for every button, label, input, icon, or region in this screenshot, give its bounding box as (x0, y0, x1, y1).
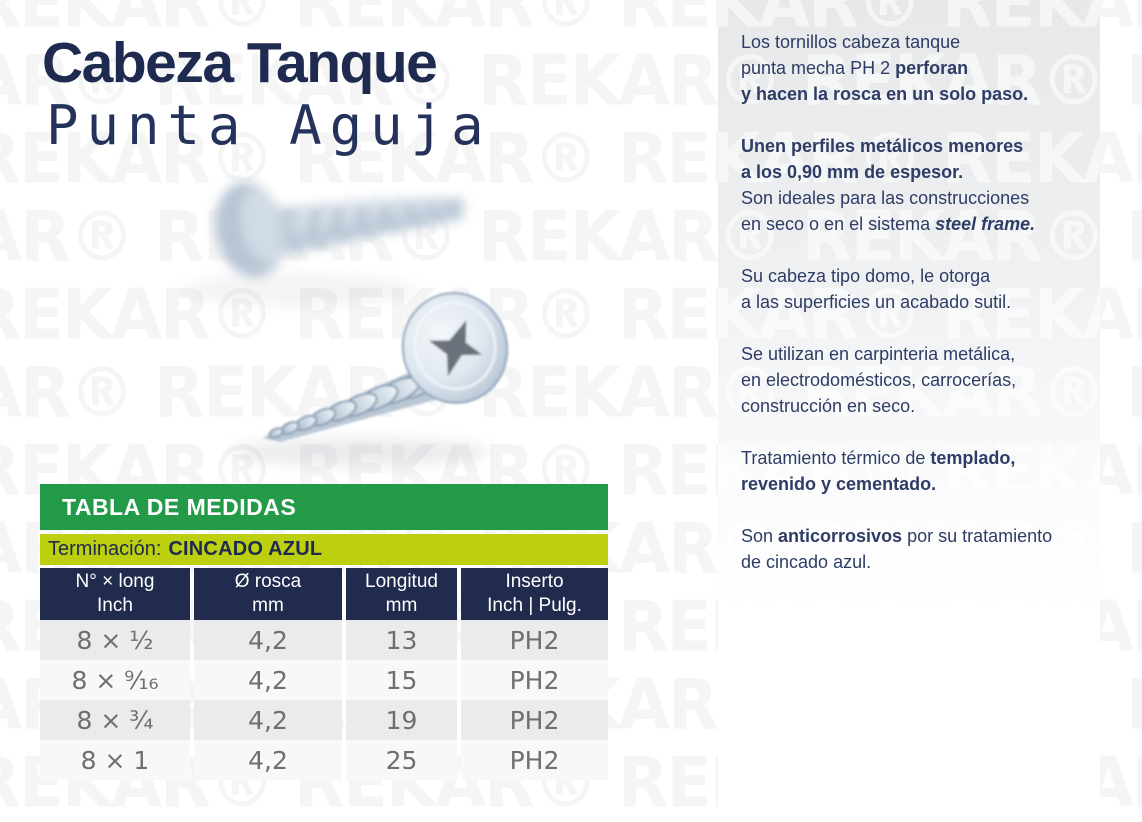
info-text-segment: perforan y hacen la rosca en un solo pas… (741, 58, 1029, 104)
table-header-row: N° × long Inch Ø rosca mm Longitud mm Inserto I… (40, 568, 608, 620)
info-paragraphs: Los tornillos cabeza tanque punta mecha … (718, 0, 1100, 575)
info-text-segment: por su tratamiento de cincado azul. (741, 526, 1053, 572)
info-text-segment: Son (741, 526, 779, 546)
info-text-segment: Se utilizan en carpinteria metálica, en … (741, 344, 1017, 416)
column-header: Ø rosca mm (194, 568, 342, 620)
screw-blurred (215, 182, 465, 278)
phillips-cross-icon (428, 320, 483, 377)
info-text-segment: Unen perfiles metálicos menores a los 0,… (741, 136, 1024, 182)
table-title: TABLA DE MEDIDAS (62, 493, 297, 520)
watermark-text: REKAR® REKAR® REKAR® REKAR® REKAR® REKAR… (718, 741, 1100, 822)
table-row: 8 × ⁹⁄₁₆ 4,2 15 PH2 (40, 660, 608, 700)
table-row: 8 × ¾ 4,2 19 PH2 (40, 700, 608, 740)
table-cell: PH2 (461, 620, 608, 660)
table-body: 8 × ½ 4,2 13 PH2 8 × ⁹⁄₁₆ 4,2 15 PH2 8 × ¾ 4,2 19 P… (40, 620, 608, 780)
watermark-text: REKAR® REKAR® REKAR® REKAR® REKAR® REKAR… (718, 663, 1100, 746)
table-cell: 4,2 (194, 620, 342, 660)
table-cell: 15 (346, 660, 457, 700)
photo-shadow (230, 438, 490, 466)
info-text-segment: anticorrosivos (778, 526, 903, 546)
table-title-bar: TABLA DE MEDIDAS (40, 484, 608, 530)
column-header: Inserto Inch | Pulg. (461, 568, 608, 620)
table-cell: 4,2 (194, 660, 342, 700)
table-cell: 13 (346, 620, 457, 660)
table-cell: PH2 (461, 660, 608, 700)
table-cell: 19 (346, 700, 457, 740)
finish-value: CINCADO AZUL (168, 538, 323, 560)
info-text-segment: Son ideales para las construcciones en s… (741, 188, 1030, 234)
photo-shadow (180, 274, 420, 306)
info-text-segment: Los tornillos cabeza tanque punta mecha … (741, 32, 961, 78)
measurements-table: TABLA DE MEDIDAS Terminación: CINCADO AZ… (40, 484, 608, 780)
table-cell: 8 × ⁹⁄₁₆ (40, 660, 190, 700)
table-cell: 8 × ¾ (40, 700, 190, 740)
info-text-segment: Tratamiento térmico de (741, 448, 931, 468)
table-cell: 8 × ½ (40, 620, 190, 660)
table-cell: PH2 (461, 700, 608, 740)
page-title: Cabeza Tanque (42, 31, 438, 95)
info-text-segment: steel frame. (935, 214, 1036, 234)
table-cell: 4,2 (194, 700, 342, 740)
column-header: Longitud mm (346, 568, 457, 620)
column-header: N° × long Inch (40, 568, 190, 620)
info-text-segment: templado, revenido y cementado. (741, 448, 1016, 494)
table-cell: 4,2 (194, 740, 342, 780)
product-photo-screws (180, 182, 509, 466)
finish-bar: Terminación: CINCADO AZUL (40, 534, 608, 565)
info-paragraph: Los tornillos cabeza tanque punta mecha … (741, 29, 1090, 107)
table-cell: 8 × 1 (40, 740, 190, 780)
table-row: 8 × 1 4,2 25 PH2 (40, 740, 608, 780)
table-row: 8 × ½ 4,2 13 PH2 (40, 620, 608, 660)
info-paragraph: Unen perfiles metálicos menores a los 0,… (741, 133, 1090, 237)
watermark-text: REKAR® REKAR® REKAR® REKAR® REKAR® REKAR… (718, 585, 1100, 668)
screw-focused (262, 292, 509, 442)
info-paragraph: Se utilizan en carpinteria metálica, en … (741, 341, 1090, 419)
table-cell: PH2 (461, 740, 608, 780)
finish-label: Terminación: (48, 538, 162, 560)
info-panel: REKAR® REKAR® REKAR® REKAR® REKAR® REKAR… (718, 0, 1100, 822)
info-paragraph: Su cabeza tipo domo, le otorga a las sup… (741, 263, 1090, 315)
info-paragraph: Son anticorrosivos por su tratamiento de… (741, 523, 1090, 575)
info-text-segment: Su cabeza tipo domo, le otorga a las sup… (741, 266, 1012, 312)
info-paragraph: Tratamiento térmico de templado, revenid… (741, 445, 1090, 497)
table-cell: 25 (346, 740, 457, 780)
page-subtitle: Punta Aguja (46, 94, 492, 157)
